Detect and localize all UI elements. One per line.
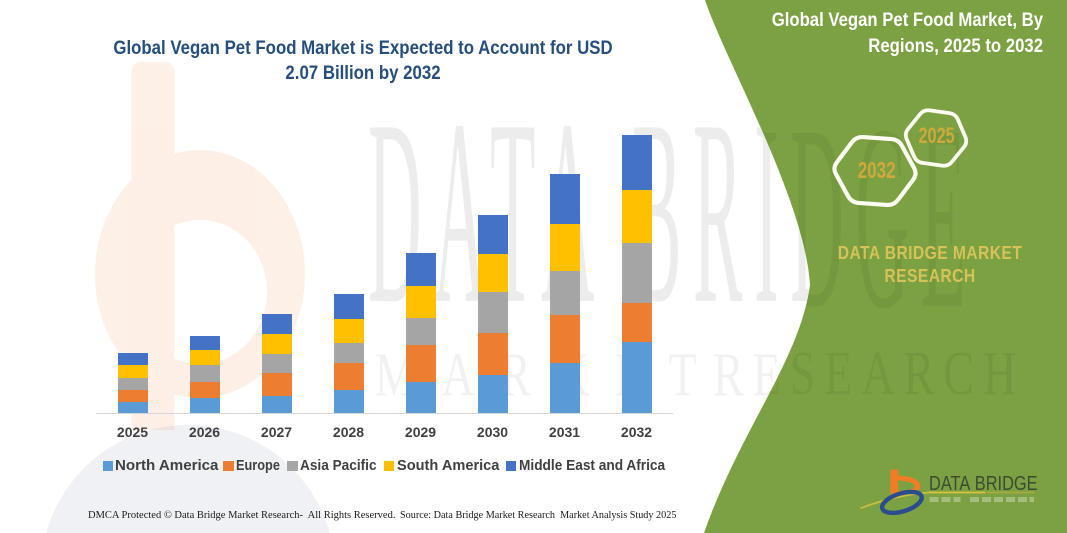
svg-text:DATA BRIDGE: DATA BRIDGE [929,471,1038,494]
svg-text:RESEARCH: RESEARCH [713,338,1025,407]
